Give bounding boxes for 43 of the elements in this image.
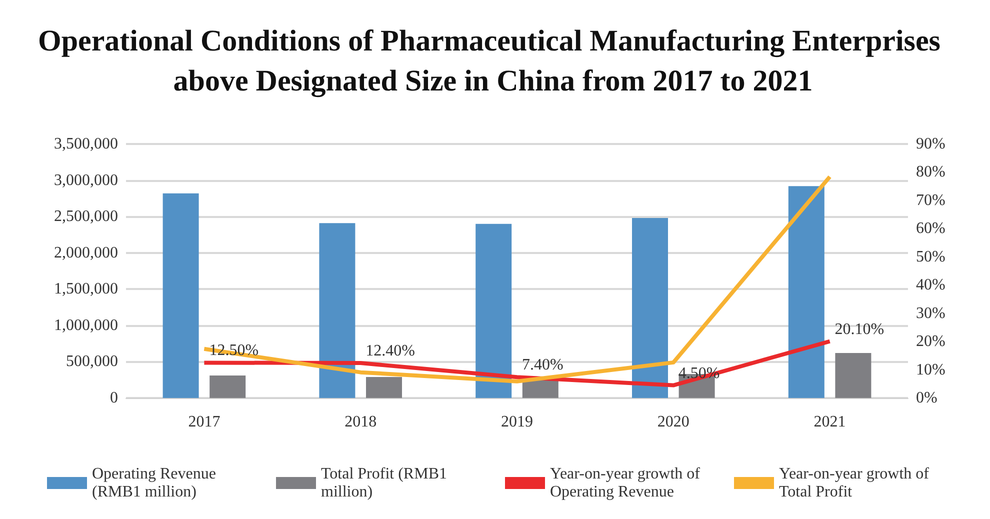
line-series [202, 174, 832, 384]
y-tick-label: 500,000 [66, 353, 118, 370]
line-series [202, 339, 832, 388]
data-label: 12.40% [366, 342, 415, 360]
y2-tick-label: 10% [916, 361, 946, 378]
y2-tick-label: 60% [916, 220, 946, 238]
bar [788, 186, 824, 398]
legend-label: Operating Revenue (RMB1 million) [92, 466, 220, 500]
x-tick-label: 2019 [501, 414, 533, 430]
legend-label: Total Profit (RMB1 million) [321, 466, 451, 500]
bar [522, 380, 558, 398]
y2-tick-label: 20% [916, 333, 946, 350]
y2-tick-label: 90% [916, 136, 946, 152]
y2-tick-label: 80% [916, 164, 946, 181]
legend-label: Year-on-year growth of Total Profit [779, 466, 934, 500]
x-tick-label: 2017 [188, 414, 220, 430]
x-tick-label: 2021 [814, 414, 846, 430]
y2-tick-label: 0% [916, 390, 938, 406]
y2-tick-label: 40% [916, 276, 946, 294]
bar [835, 353, 872, 398]
y-tick-label: 3,500,000 [54, 136, 118, 152]
y-tick-label: 1,000,000 [54, 316, 118, 334]
y-tick-label: 2,000,000 [54, 244, 118, 262]
y-tick-label: 2,500,000 [54, 208, 118, 226]
bar [632, 218, 668, 398]
bar [319, 223, 356, 398]
legend-label: Year-on-year growth of Operating Revenue [550, 466, 704, 500]
y2-tick-label: 50% [916, 248, 946, 266]
data-label: 7.40% [522, 356, 564, 374]
y2-tick-label: 70% [916, 192, 946, 209]
x-tick-label: 2018 [344, 414, 377, 430]
chart-title: Operational Conditions of Pharmaceutical Manufacturing Enterprises above Designated Size in China from 2017 to 2021 [38, 24, 948, 98]
bar [162, 193, 199, 398]
bar [366, 376, 402, 398]
y2-tick-label: 30% [916, 304, 946, 322]
data-label: 20.10% [834, 320, 884, 338]
bar [210, 376, 246, 398]
y-tick-label: 1,500,000 [54, 280, 118, 298]
bar [476, 224, 512, 398]
data-label: 4.50% [678, 364, 720, 382]
y-tick-label: 0 [110, 390, 118, 406]
y-tick-label: 3,000,000 [54, 172, 118, 189]
x-tick-label: 2020 [657, 414, 690, 430]
